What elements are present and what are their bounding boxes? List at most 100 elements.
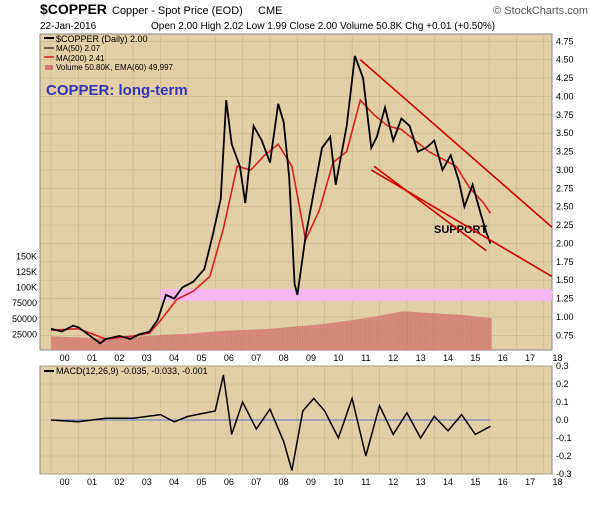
legend-item-price: $COPPER (Daily) 2.00 — [56, 34, 148, 44]
volume-bar — [479, 317, 482, 350]
x-tick-label: 17 — [525, 353, 535, 363]
volume-bar — [295, 326, 298, 350]
price-tick-label: 3.00 — [556, 165, 574, 175]
volume-bar — [192, 333, 195, 350]
volume-bar — [364, 317, 367, 350]
volume-bar — [221, 330, 225, 350]
volume-bar — [90, 338, 93, 350]
volume-bar — [446, 314, 450, 350]
volume-bar — [381, 315, 384, 350]
x-tick-label: 17 — [525, 477, 535, 487]
volume-bar — [418, 312, 422, 350]
volume-bar — [82, 337, 85, 350]
x-tick-label: 06 — [224, 353, 234, 363]
trendline — [359, 59, 553, 228]
volume-bar — [294, 326, 297, 350]
volume-bar — [450, 314, 453, 350]
volume-bar — [405, 311, 408, 350]
price-tick-label: 2.00 — [556, 238, 574, 248]
volume-bar — [225, 330, 228, 350]
macd-tick-label: 0.1 — [556, 397, 569, 407]
volume-bar — [481, 317, 484, 350]
volume-bar — [271, 328, 274, 350]
volume-bar — [363, 318, 366, 350]
volume-bar — [432, 313, 435, 350]
volume-tick-label: 125K — [16, 267, 37, 277]
volume-bar — [483, 317, 486, 350]
volume-bar — [239, 330, 243, 350]
volume-bar — [92, 338, 95, 350]
x-tick-label: 05 — [197, 477, 207, 487]
volume-bar — [243, 329, 246, 350]
volume-bar — [167, 334, 170, 350]
volume-bar — [165, 334, 169, 350]
price-tick-label: 2.50 — [556, 202, 574, 212]
volume-bar — [476, 316, 479, 350]
volume-bar — [244, 329, 247, 350]
volume-bar — [213, 331, 216, 350]
macd-tick-label: 0.2 — [556, 379, 569, 389]
volume-bar — [349, 320, 353, 350]
x-tick-label: 03 — [142, 477, 152, 487]
volume-bar — [108, 338, 111, 350]
x-tick-label: 12 — [388, 353, 398, 363]
volume-bar — [197, 332, 200, 350]
volume-bar — [468, 315, 471, 350]
support-band — [160, 289, 552, 301]
volume-bar — [253, 329, 256, 350]
volume-bar — [474, 316, 477, 350]
volume-bar — [351, 320, 354, 350]
volume-tick-label: 150K — [16, 251, 37, 261]
volume-bar — [147, 335, 151, 350]
macd-label: MACD(12,26,9) -0.035, -0.033, -0.001 — [56, 366, 208, 376]
volume-bar — [226, 330, 229, 350]
volume-bar — [254, 329, 257, 350]
volume-bar — [115, 338, 118, 350]
volume-bar — [141, 336, 144, 350]
volume-bar — [473, 316, 476, 350]
volume-bar — [399, 311, 402, 350]
x-tick-label: 04 — [169, 477, 179, 487]
volume-bar — [118, 337, 121, 350]
volume-bar — [246, 329, 249, 350]
volume-bar — [77, 337, 80, 350]
volume-bar — [75, 337, 78, 350]
volume-bar — [323, 323, 326, 350]
price-tick-label: 1.25 — [556, 294, 574, 304]
volume-bar — [415, 312, 418, 350]
volume-bar — [50, 336, 54, 350]
volume-bar — [223, 330, 226, 350]
volume-bar — [320, 324, 323, 350]
volume-bar — [308, 325, 312, 350]
volume-bar — [289, 327, 292, 350]
price-tick-label: 0.75 — [556, 330, 574, 340]
volume-bar — [484, 317, 487, 350]
volume-bar — [407, 311, 410, 350]
volume-bar — [124, 337, 128, 350]
volume-bar — [172, 334, 175, 350]
volume-bar — [302, 325, 305, 350]
volume-bar — [98, 338, 101, 350]
volume-bar — [310, 325, 313, 350]
volume-bar — [121, 337, 124, 350]
volume-tick-label: 75000 — [12, 298, 37, 308]
volume-bar — [285, 327, 289, 350]
volume-bar — [313, 324, 316, 350]
macd-tick-label: -0.3 — [556, 469, 572, 479]
volume-bar — [65, 336, 68, 350]
price-tick-label: 1.75 — [556, 257, 574, 267]
price-tick-label: 4.50 — [556, 55, 574, 65]
x-tick-label: 18 — [552, 477, 562, 487]
volume-bar — [423, 312, 427, 350]
volume-bar — [335, 322, 338, 350]
volume-bar — [325, 323, 328, 350]
exchange-label: CME — [258, 5, 282, 17]
volume-bar — [292, 326, 295, 350]
volume-bar — [187, 333, 190, 350]
volume-bar — [305, 325, 308, 350]
volume-bar — [103, 338, 106, 350]
volume-bar — [333, 322, 336, 350]
volume-bar — [315, 324, 318, 350]
x-tick-label: 03 — [142, 353, 152, 363]
